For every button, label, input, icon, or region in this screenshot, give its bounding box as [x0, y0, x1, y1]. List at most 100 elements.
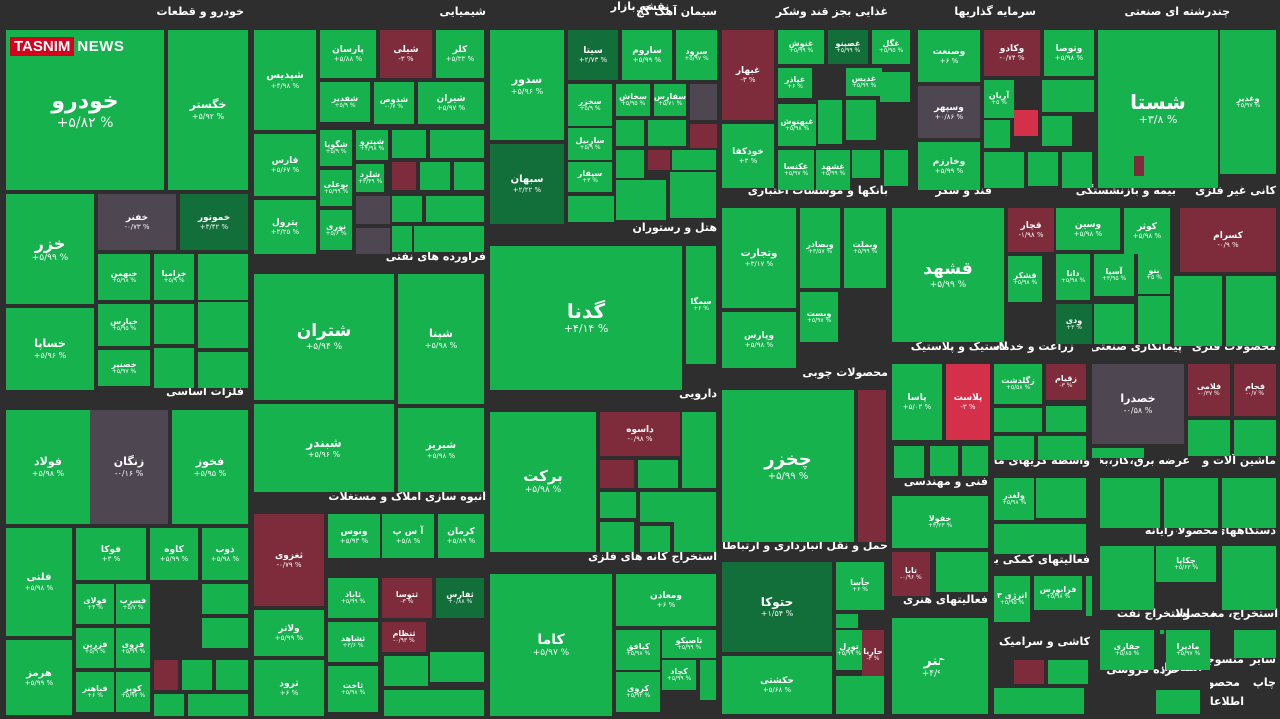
stock-tile[interactable]: خپارس +۵/۹۵ %	[98, 304, 150, 346]
stock-tile[interactable]: فسرب +۵/۷ %	[116, 584, 150, 624]
stock-tile[interactable]: بوعلی +۵/۹۹ %	[320, 170, 352, 206]
stock-tile[interactable]: فخوز +۵/۹۵ %	[172, 410, 248, 524]
stock-tile[interactable]: وبملت +۵/۹۹ %	[844, 208, 886, 288]
stock-tile-small[interactable]	[1094, 304, 1134, 344]
stock-tile[interactable]: ودی +۳ %	[1056, 304, 1092, 344]
stock-tile[interactable]: حاریا -۳ %	[862, 630, 884, 680]
stock-tile-small[interactable]	[682, 412, 716, 488]
stock-tile[interactable]: سیتا +۲/۷۳ %	[568, 30, 618, 80]
stock-tile[interactable]: ثرود +۶ %	[254, 660, 324, 716]
stock-tile[interactable]: غبهنوش +۵/۹۸ %	[778, 104, 816, 146]
stock-tile[interactable]: فارس +۵/۶۷ %	[254, 134, 316, 196]
stock-tile-small[interactable]	[880, 72, 910, 102]
stock-tile[interactable]: آ س پ +۵/۸ %	[382, 514, 434, 558]
stock-tile[interactable]: فلامی -۰/۳۷ %	[1188, 364, 1230, 416]
stock-tile-small[interactable]	[994, 436, 1034, 460]
stock-tile[interactable]: زقیام -۳ %	[1046, 364, 1086, 400]
stock-tile-small[interactable]	[648, 120, 686, 146]
stock-tile[interactable]: حتوکا +۱/۵۴ %	[722, 562, 832, 652]
stock-tile[interactable]: کلر +۵/۳۳ %	[436, 30, 484, 78]
stock-tile[interactable]: آریان +۵ %	[984, 80, 1014, 118]
stock-tile-small[interactable]	[356, 228, 390, 254]
stock-tile-small[interactable]	[1014, 110, 1038, 136]
stock-tile[interactable]: قچار -۱/۹۸ %	[1008, 208, 1054, 252]
stock-tile-small[interactable]	[1014, 660, 1044, 684]
stock-tile[interactable]: انرژی ۳ +۵/۹۵ %	[994, 576, 1030, 622]
stock-tile-small[interactable]	[430, 130, 484, 158]
stock-tile[interactable]: کسرام -۰/۹ %	[1180, 208, 1276, 272]
stock-tile[interactable]: بنو +۵ %	[1138, 254, 1170, 294]
stock-tile[interactable]: سخزر +۵/۹ %	[568, 84, 612, 126]
stock-tile-small[interactable]	[216, 660, 248, 690]
stock-tile-small[interactable]	[1042, 80, 1094, 112]
stock-tile[interactable]: شتران +۵/۹۴ %	[254, 274, 394, 400]
stock-tile-small[interactable]	[188, 694, 248, 716]
stock-tile[interactable]: حکشتی +۵/۶۸ %	[722, 656, 832, 714]
stock-tile[interactable]: ذوب +۵/۹۸ %	[202, 528, 248, 580]
stock-tile[interactable]: خساپا +۵/۹۶ %	[6, 308, 94, 390]
stock-tile[interactable]: سخاش +۵/۹۵ %	[616, 84, 650, 116]
stock-tile-small[interactable]	[672, 150, 716, 170]
stock-tile-small[interactable]	[852, 150, 880, 178]
stock-tile-small[interactable]	[640, 492, 680, 522]
stock-tile-small[interactable]	[1156, 690, 1200, 714]
stock-tile-small[interactable]	[1042, 116, 1072, 146]
stock-tile[interactable]: ثغزوی -۰/۷۹ %	[254, 514, 324, 606]
stock-tile-small[interactable]	[690, 124, 717, 148]
stock-tile[interactable]: کروی +۵/۹۲ %	[616, 672, 660, 712]
stock-tile-small[interactable]	[454, 162, 484, 190]
stock-tile-small[interactable]	[202, 618, 248, 648]
stock-tile[interactable]: وتوصا +۵/۹۸ %	[1044, 30, 1094, 76]
stock-tile[interactable]: فزرین +۵/۹ %	[76, 628, 114, 668]
stock-tile[interactable]: خصنیر +۵/۹۷ %	[98, 350, 150, 386]
stock-tile[interactable]: خزامیا +۵/۹ %	[154, 254, 194, 300]
stock-tile[interactable]: زگلدشت +۵/۵۸ %	[994, 364, 1042, 404]
stock-tile-small[interactable]	[616, 120, 644, 146]
stock-tile-small[interactable]	[984, 152, 1024, 188]
stock-tile-small[interactable]	[392, 130, 426, 158]
stock-tile[interactable]: ثاباد +۵/۹۹ %	[328, 578, 378, 618]
stock-tile[interactable]: کرمان +۵/۸۹ %	[438, 514, 484, 558]
stock-tile[interactable]: سفارس +۵/۷۱ %	[654, 84, 686, 116]
stock-tile[interactable]: شگویا +۵/۹ %	[320, 130, 352, 166]
stock-tile-small[interactable]	[894, 446, 924, 478]
stock-tile-small[interactable]	[384, 656, 428, 686]
stock-tile-small[interactable]	[1164, 478, 1218, 528]
stock-tile-small[interactable]	[836, 676, 884, 714]
stock-tile-small[interactable]	[414, 226, 484, 252]
stock-tile[interactable]: دانا +۵/۹۸ %	[1056, 254, 1090, 300]
stock-tile-small[interactable]	[616, 180, 666, 220]
stock-tile-small[interactable]	[994, 524, 1086, 554]
stock-tile[interactable]: غبهار -۳ %	[722, 30, 774, 120]
stock-tile[interactable]: کاوه +۵/۹۹ %	[150, 528, 198, 580]
stock-tile[interactable]: فولای +۴ %	[76, 584, 114, 624]
stock-tile-small[interactable]	[600, 522, 634, 552]
stock-tile[interactable]: سدور +۵/۹۶ %	[490, 30, 564, 140]
stock-tile[interactable]: ساربیل +۵/۹ %	[568, 128, 612, 160]
stock-tile-small[interactable]	[1046, 406, 1086, 432]
stock-tile[interactable]: غکنسا +۵/۹۷ %	[778, 150, 814, 190]
stock-tile[interactable]: شپترو +۴/۹۸ %	[356, 130, 388, 160]
stock-tile[interactable]: چخزر +۵/۹۹ %	[722, 390, 854, 542]
stock-tile[interactable]: شفدیر +۵/۹ %	[320, 82, 370, 122]
stock-tile[interactable]: زنگان -۰/۱۶ %	[90, 410, 168, 524]
stock-tile[interactable]: غنوش +۵/۹۹ %	[778, 30, 824, 64]
stock-tile-small[interactable]	[1048, 660, 1088, 684]
stock-tile[interactable]: پترول +۳/۲۵ %	[254, 200, 316, 254]
stock-tile[interactable]: خفولا +۳/۲۳ %	[892, 496, 988, 548]
stock-tile[interactable]: فولاد +۵/۹۸ %	[6, 410, 90, 524]
stock-tile[interactable]: سمگا +۶ %	[686, 246, 716, 364]
stock-tile[interactable]: ثنظام -۰/۹۳ %	[382, 622, 426, 652]
stock-tile-small[interactable]	[1100, 478, 1160, 528]
stock-tile-small[interactable]	[858, 390, 886, 542]
stock-tile-small[interactable]	[670, 172, 716, 218]
stock-tile-small[interactable]	[1062, 152, 1092, 188]
stock-tile-small[interactable]	[640, 526, 670, 552]
stock-tile[interactable]: برکت +۵/۹۸ %	[490, 412, 596, 552]
stock-tile-small[interactable]	[930, 446, 958, 476]
stock-tile[interactable]: ومعادن +۶ %	[616, 574, 716, 626]
stock-tile[interactable]: وسپهر +۰/۸۶ %	[918, 86, 980, 138]
stock-tile-small[interactable]	[1222, 478, 1276, 528]
stock-tile-small[interactable]	[182, 660, 212, 690]
stock-tile[interactable]: خودرو +۵/۸۲ %	[6, 30, 164, 190]
